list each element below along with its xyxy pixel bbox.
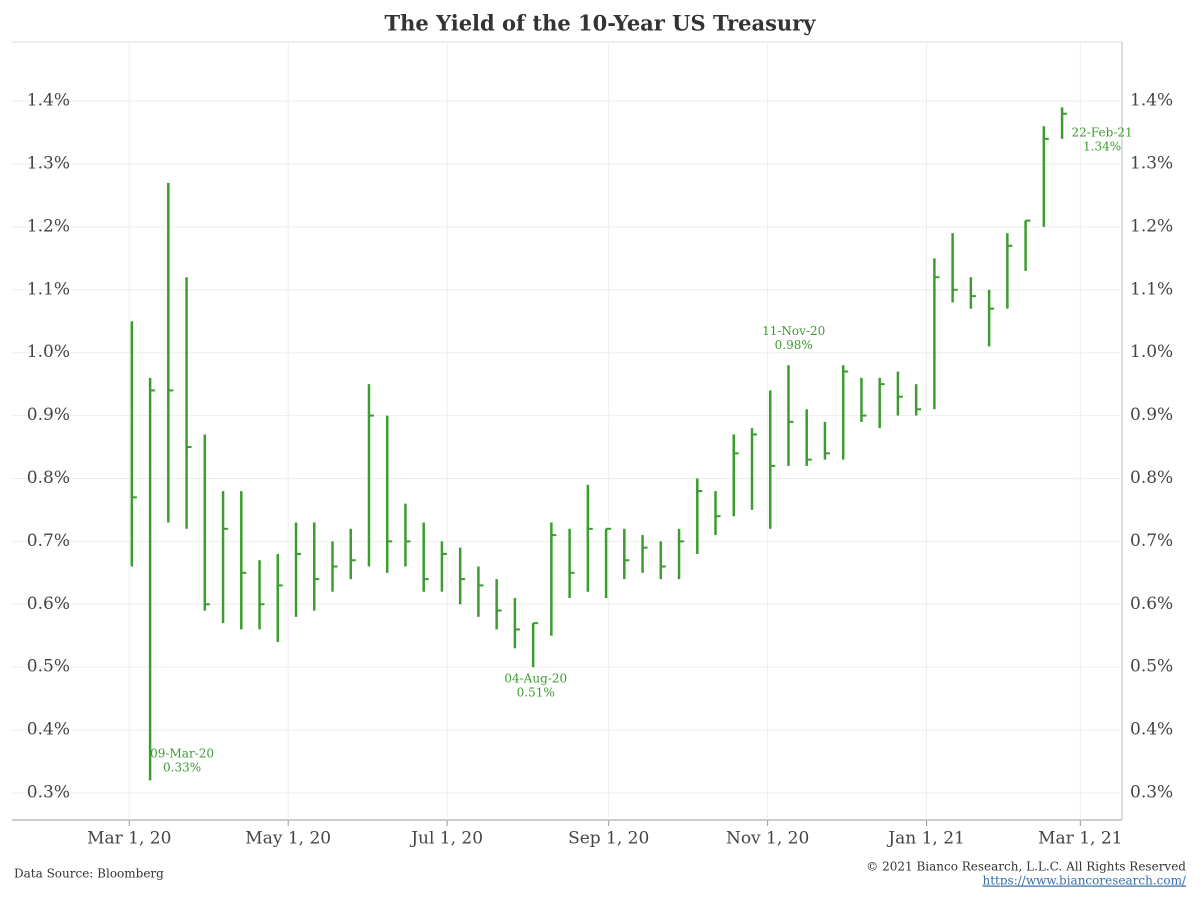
y-tick-label: 0.4% — [27, 720, 70, 740]
y-tick-label: 0.5% — [27, 657, 70, 677]
y-tick-label-right: 0.6% — [1130, 594, 1173, 614]
url-link[interactable]: https://www.biancoresearch.com/ — [982, 874, 1186, 888]
annotation-date: 22-Feb-21 — [1072, 125, 1133, 139]
y-tick-label: 0.7% — [27, 531, 70, 551]
y-tick-label: 0.3% — [27, 782, 70, 802]
annotation-value: 0.51% — [517, 685, 555, 699]
y-tick-label-right: 1.1% — [1130, 279, 1173, 299]
y-tick-label: 1.0% — [27, 342, 70, 362]
y-tick-label-right: 0.5% — [1130, 657, 1173, 677]
annotation-value: 0.98% — [775, 338, 813, 352]
y-tick-label: 1.3% — [27, 154, 70, 174]
annotation-date: 04-Aug-20 — [504, 671, 567, 685]
annotation-value: 1.34% — [1083, 139, 1121, 153]
y-tick-label-right: 1.4% — [1130, 91, 1173, 111]
y-tick-label-right: 0.8% — [1130, 468, 1173, 488]
y-tick-label-right: 0.4% — [1130, 720, 1173, 740]
y-tick-label: 0.8% — [27, 468, 70, 488]
y-tick-label-right: 1.2% — [1130, 216, 1173, 236]
y-tick-label: 1.1% — [27, 279, 70, 299]
y-tick-label: 1.2% — [27, 216, 70, 236]
x-tick-label: May 1, 20 — [245, 829, 331, 849]
x-tick-label: Nov 1, 20 — [726, 829, 809, 849]
x-tick-label: Mar 1, 21 — [1038, 829, 1122, 849]
y-tick-label-right: 0.9% — [1130, 405, 1173, 425]
y-tick-label-right: 0.7% — [1130, 531, 1173, 551]
annotation-value: 0.33% — [163, 761, 201, 775]
y-tick-label-right: 1.0% — [1130, 342, 1173, 362]
y-tick-label-right: 0.3% — [1130, 782, 1173, 802]
source: Data Source: Bloomberg — [14, 867, 164, 881]
y-tick-label-right: 1.3% — [1130, 154, 1173, 174]
x-tick-label: Mar 1, 20 — [87, 829, 171, 849]
copyright: © 2021 Bianco Research, L.L.C. All Right… — [866, 860, 1186, 874]
y-tick-label: 0.9% — [27, 405, 70, 425]
chart-title: The Yield of the 10-Year US Treasury — [385, 11, 817, 36]
x-tick-label: Jul 1, 20 — [409, 829, 483, 849]
x-tick-label: Jan 1, 21 — [886, 829, 965, 849]
y-tick-label: 1.4% — [27, 91, 70, 111]
annotation-date: 11-Nov-20 — [762, 324, 825, 338]
x-tick-label: Sep 1, 20 — [568, 829, 649, 849]
y-tick-label: 0.6% — [27, 594, 70, 614]
annotation-date: 09-Mar-20 — [150, 747, 214, 761]
